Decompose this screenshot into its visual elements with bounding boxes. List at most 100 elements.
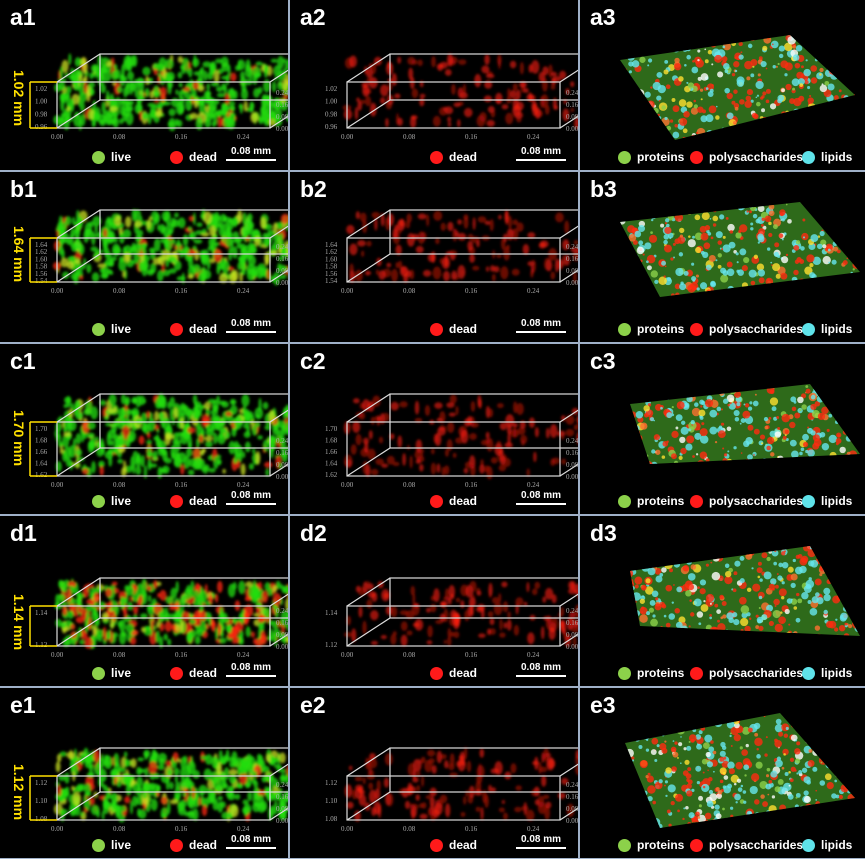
dead-dot-icon	[430, 666, 443, 680]
panel-label: e1	[10, 692, 36, 718]
microscopy-render: 1.141.120.00 0.08 0.16 0.240.240.160.080.00	[29, 577, 288, 659]
legend-item-lipids: lipids	[802, 492, 852, 510]
z-tick-label: 1.12	[35, 779, 48, 787]
dead-dot-icon	[170, 838, 183, 852]
legend-label: lipids	[821, 150, 853, 164]
z-tick-label: 1.58	[35, 263, 48, 271]
z-tick-label: 1.66	[35, 448, 48, 456]
lipids-dot-icon	[802, 494, 815, 508]
z-tick-label: 1.12	[35, 641, 48, 649]
legend-item-proteins: proteins	[618, 492, 684, 510]
panel-e3: e3 proteins polysaccharides lipids	[580, 688, 865, 858]
lipids-dot-icon	[802, 666, 815, 680]
scale-bar-label: 0.08 mm	[230, 834, 272, 845]
microscopy-render: 1.021.000.980.960.00 0.08 0.16 0.240.240.16…	[325, 53, 578, 141]
scale-bar: 0.08 mm	[516, 490, 566, 505]
y-tick-label: 0.24	[566, 89, 578, 97]
panel-label: b3	[590, 176, 617, 202]
y-tick-label: 0.00	[566, 473, 578, 481]
panel-c3: c3 proteins polysaccharides lipids	[580, 344, 865, 514]
y-tick-label: 0.08	[566, 113, 578, 121]
legend-item-dead: dead	[170, 836, 217, 854]
legend-label: dead	[189, 322, 218, 336]
x-tick-label: 0.00	[51, 651, 64, 659]
height-label: 1.70 mm	[11, 410, 27, 467]
microscopy-render: 1.121.101.080.00 0.08 0.16 0.240.240.160.08…	[29, 747, 288, 833]
y-tick-label: 0.08	[566, 631, 578, 639]
legend-label: proteins	[637, 322, 685, 336]
x-tick-label: 0.08	[403, 133, 416, 141]
z-tick-label: 1.08	[35, 815, 48, 823]
panel-label: a3	[590, 4, 616, 30]
legend-item-lipids: lipids	[802, 664, 852, 682]
panel-a3: a3 proteins polysaccharides lipids	[580, 0, 865, 170]
y-tick-label: 0.16	[276, 449, 288, 457]
z-tick-label: 1.70	[35, 425, 48, 433]
x-tick-label: 0.16	[465, 825, 478, 833]
legend-item-dead: dead	[430, 492, 477, 510]
legend-label: polysaccharides	[709, 494, 804, 508]
y-tick-label: 0.00	[566, 817, 578, 825]
panel-d2: d2 1.14 1.12 0.00 0.08 0.16 0.24 0.24 0.16 0.08 0.…	[290, 516, 578, 686]
y-tick-label: 0.16	[566, 449, 578, 457]
panel-label: e2	[300, 692, 326, 718]
legend-item-dead: dead	[430, 836, 477, 854]
panel-label: d3	[590, 520, 617, 546]
scale-bar-label: 0.08 mm	[520, 318, 562, 329]
z-tick-label: 1.70	[325, 425, 338, 433]
proteins-dot-icon	[618, 666, 631, 680]
y-tick-label: 0.24	[276, 437, 288, 445]
panel-label: d1	[10, 520, 37, 546]
x-tick-label: 0.00	[341, 133, 354, 141]
dead-dot-icon	[170, 666, 183, 680]
polysaccharides-dot-icon	[690, 322, 703, 336]
x-tick-label: 0.00	[51, 287, 64, 295]
scale-bar: 0.08 mm	[226, 318, 276, 333]
microscopy-render: 1.141.120.00 0.08 0.16 0.240.240.160.080.00	[325, 577, 578, 659]
scale-bar: 0.08 mm	[516, 834, 566, 849]
scale-bar-line	[516, 675, 566, 677]
microscopy-render	[630, 384, 860, 464]
x-tick-label: 0.16	[465, 287, 478, 295]
scale-bar-line	[516, 159, 566, 161]
z-tick-label: 1.60	[325, 255, 338, 263]
z-tick-label: 1.12	[325, 779, 338, 787]
polysaccharides-dot-icon	[690, 150, 703, 164]
panel-label: c2	[300, 348, 326, 374]
z-tick-label: 1.64	[325, 241, 338, 249]
dead-dot-icon	[170, 322, 183, 336]
z-tick-label: 1.64	[325, 460, 338, 468]
x-tick-label: 0.08	[113, 481, 126, 489]
y-tick-label: 0.16	[276, 619, 288, 627]
z-tick-label: 1.12	[325, 641, 338, 649]
x-tick-label: 0.24	[237, 481, 250, 489]
x-tick-label: 0.24	[527, 287, 540, 295]
z-tick-label: 1.62	[325, 471, 338, 479]
x-tick-label: 0.00	[51, 133, 64, 141]
z-tick-label: 1.54	[35, 277, 48, 285]
legend-label: polysaccharides	[709, 150, 804, 164]
y-tick-label: 0.08	[566, 461, 578, 469]
scale-bar-line	[516, 847, 566, 849]
legend-label: lipids	[821, 322, 853, 336]
proteins-dot-icon	[618, 150, 631, 164]
y-tick-label: 0.08	[276, 461, 288, 469]
proteins-dot-icon	[618, 322, 631, 336]
x-tick-label: 0.24	[237, 287, 250, 295]
polysaccharides-dot-icon	[690, 666, 703, 680]
legend-label: proteins	[637, 838, 685, 852]
y-tick-label: 0.00	[566, 279, 578, 287]
microscopy-render: 1.641.621.601.581.561.540.00 0.08 0.16 0.24…	[325, 209, 578, 295]
x-tick-label: 0.16	[465, 133, 478, 141]
panel-c2: c2 1.70 1.68 1.66 1.64 1.62 0.00 0.08 0.16 0.24 0.…	[290, 344, 578, 514]
panel-label: c1	[10, 348, 36, 374]
y-tick-label: 0.16	[276, 101, 288, 109]
z-tick-label: 1.02	[325, 85, 338, 93]
z-tick-label: 1.64	[35, 460, 48, 468]
dead-dot-icon	[430, 322, 443, 336]
scale-bar-label: 0.08 mm	[520, 490, 562, 501]
legend-label: proteins	[637, 666, 685, 680]
scale-bar-line	[226, 503, 276, 505]
z-tick-label: 1.08	[325, 815, 338, 823]
